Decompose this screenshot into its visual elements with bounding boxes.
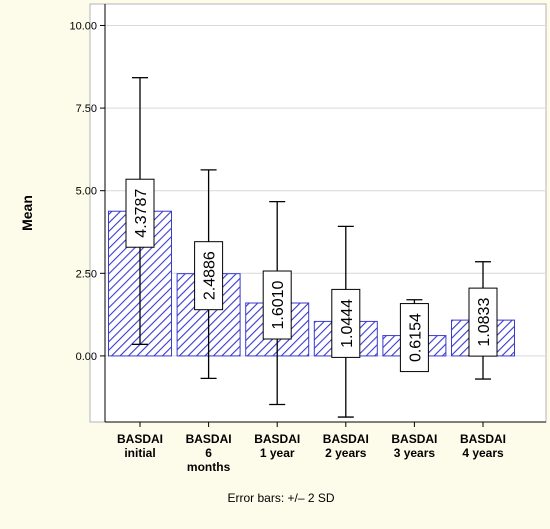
x-category-label: months [187, 460, 231, 474]
data-label-box [399, 303, 429, 373]
data-label: 1.0444 [339, 299, 356, 348]
x-category-label: initial [124, 446, 155, 460]
x-category-label: 1 year [260, 446, 295, 460]
data-label-box [331, 288, 361, 358]
x-category-label: BASDAI [391, 432, 437, 446]
x-category-label: BASDAI [460, 432, 506, 446]
x-category-label: 6 [205, 446, 212, 460]
axes [100, 4, 546, 427]
y-tick-label: 7.50 [76, 103, 97, 115]
x-category-label: 3 years [394, 446, 436, 460]
x-category-label: BASDAI [117, 432, 163, 446]
x-category-label: 4 years [462, 446, 504, 460]
y-tick-label: 5.00 [76, 186, 97, 198]
y-tick-label: 0.00 [76, 351, 97, 363]
y-tick-label: 10.00 [69, 20, 97, 32]
data-label: 1.6010 [270, 280, 287, 329]
y-axis-label: Mean [19, 195, 35, 231]
data-label-box [468, 287, 498, 357]
data-labels: 4.3787 2.4886 1.6010 1.0444 0.6154 1.0833 [125, 178, 498, 373]
data-label: 2.4886 [202, 251, 219, 300]
x-category-label: BASDAI [186, 432, 232, 446]
data-label-box [125, 178, 155, 248]
data-label: 4.3787 [133, 189, 150, 238]
y-tick-label: 2.50 [76, 268, 97, 280]
data-label: 1.0833 [476, 298, 493, 347]
data-label-box [262, 270, 292, 340]
x-category-label: BASDAI [254, 432, 300, 446]
tick-labels: 0.00 2.50 5.00 7.50 10.00 [69, 20, 97, 362]
data-label-box [194, 241, 224, 311]
footnote-error-bars: Error bars: +/– 2 SD [227, 491, 334, 505]
x-category-label: BASDAI [323, 432, 369, 446]
x-category-label: 2 years [325, 446, 367, 460]
data-label: 0.6154 [407, 313, 424, 362]
